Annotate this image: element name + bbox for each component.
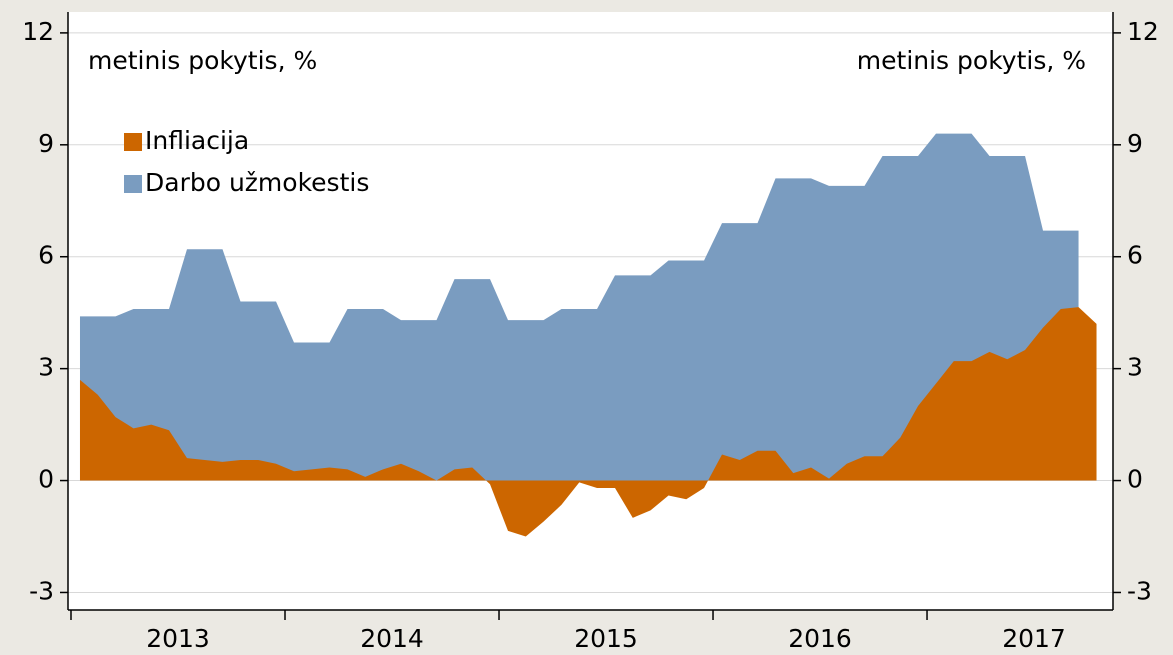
y2-tick-label: 6 [1127, 241, 1143, 270]
annotation-right: metinis pokytis, % [857, 46, 1086, 75]
y-tick-label: 3 [38, 353, 54, 382]
y-tick-label: 9 [38, 129, 54, 158]
x-tick-label: 2013 [146, 624, 210, 653]
y-tick-label: 0 [38, 465, 54, 494]
x-tick-label: 2016 [788, 624, 852, 653]
area [79, 307, 1097, 537]
legend-label: Darbo užmokestis [145, 168, 369, 197]
y-tick-label: 12 [22, 17, 54, 46]
legend-swatch [124, 133, 142, 151]
annotation-left: metinis pokytis, % [88, 46, 317, 75]
y2-tick-label: 12 [1127, 17, 1159, 46]
area [79, 133, 1079, 481]
y2-tick-label: 9 [1127, 129, 1143, 158]
x-tick-label: 2014 [360, 624, 424, 653]
y-tick-label: -3 [29, 576, 54, 605]
legend-swatch [124, 175, 142, 193]
y-tick-label: 6 [38, 241, 54, 270]
y2-tick-label: 3 [1127, 353, 1143, 382]
x-tick-label: 2017 [1002, 624, 1066, 653]
legend-label: Infliacija [145, 126, 249, 155]
y2-tick-label: 0 [1127, 465, 1143, 494]
x-tick-label: 2015 [574, 624, 638, 653]
y2-tick-label: -3 [1127, 576, 1152, 605]
